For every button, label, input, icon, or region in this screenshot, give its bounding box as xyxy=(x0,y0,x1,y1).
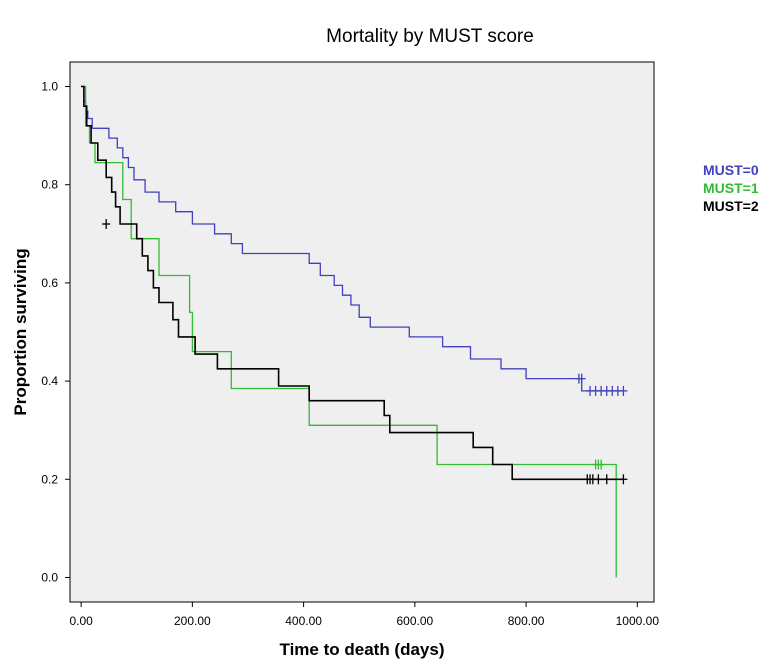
chart-title: Mortality by MUST score xyxy=(326,26,534,47)
series-layer xyxy=(81,85,628,578)
y-tick-label: 0.6 xyxy=(41,276,58,290)
censor-mark-must-0 xyxy=(619,385,628,396)
series-line-must-2 xyxy=(81,85,624,481)
y-tick-label: 0.8 xyxy=(41,178,58,192)
censor-mark-must-2 xyxy=(619,474,628,485)
x-axis: 0.00 200.00 400.00 600.00 800.00 1000.00 xyxy=(69,602,659,628)
x-tick-label: 400.00 xyxy=(285,614,322,628)
x-tick-label: 600.00 xyxy=(396,614,433,628)
censor-mark-must-0 xyxy=(577,373,586,384)
x-axis-label: Time to death (days) xyxy=(280,640,445,659)
legend-entry: MUST=1 xyxy=(703,180,759,196)
y-axis: 0.0 0.2 0.4 0.6 0.8 1.0 xyxy=(41,80,70,584)
x-tick-label: 1000.00 xyxy=(616,614,660,628)
y-tick-label: 0.2 xyxy=(41,472,58,486)
x-tick-label: 800.00 xyxy=(508,614,545,628)
legend-entry: MUST=0 xyxy=(703,162,759,178)
censor-mark-must-2 xyxy=(602,474,611,485)
series-line-must-0 xyxy=(81,85,624,392)
legend-entry: MUST=2 xyxy=(703,198,759,214)
censor-mark-must-2 xyxy=(102,219,111,229)
censor-mark-must-2 xyxy=(594,474,603,485)
censor-mark-must-1 xyxy=(597,459,606,470)
y-tick-label: 1.0 xyxy=(41,80,58,94)
y-axis-label: Proportion surviving xyxy=(11,248,30,415)
x-tick-label: 200.00 xyxy=(174,614,211,628)
legend: MUST=0 MUST=1 MUST=2 xyxy=(703,162,759,214)
y-tick-label: 0.0 xyxy=(41,570,58,584)
plot-area xyxy=(69,61,655,603)
x-tick-label: 0.00 xyxy=(69,614,93,628)
y-tick-label: 0.4 xyxy=(41,374,58,388)
